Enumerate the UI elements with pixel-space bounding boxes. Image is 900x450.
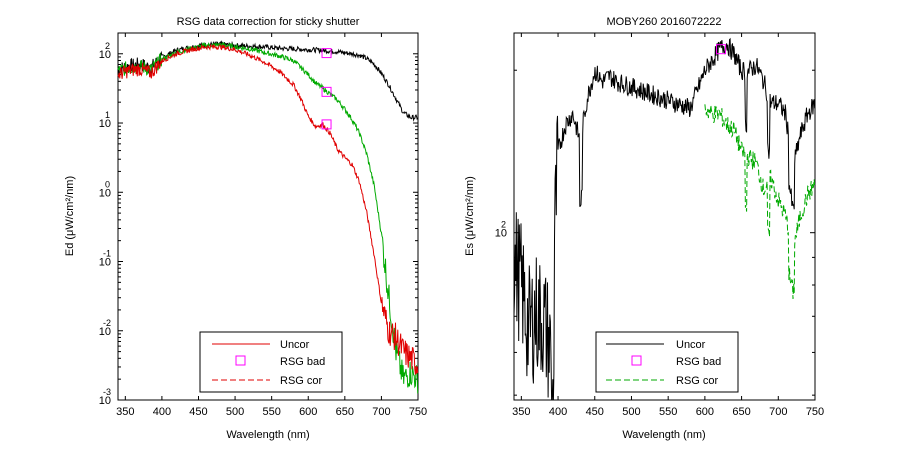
y-tick-label-exp: 1 bbox=[105, 110, 110, 120]
x-tick-label: 400 bbox=[549, 406, 567, 418]
x-tick-label: 650 bbox=[336, 406, 354, 418]
rsg-bad-marker bbox=[321, 48, 332, 59]
series-line-uncor bbox=[513, 37, 816, 401]
x-tick-label: 650 bbox=[732, 406, 750, 418]
y-tick-label-base: 10 bbox=[99, 187, 111, 199]
right-series bbox=[513, 37, 816, 401]
x-tick-label: 750 bbox=[806, 406, 824, 418]
y-tick-label-exp: -1 bbox=[103, 249, 111, 259]
left-y-axis-label: Ed (μW/cm²/nm) bbox=[64, 176, 76, 256]
left-legend-label-rsg-cor: RSG cor bbox=[280, 375, 323, 387]
y-tick-label-base: 10 bbox=[495, 228, 507, 240]
right-rsg-bad-markers bbox=[716, 44, 727, 55]
right-legend-swatch-rsg-bad bbox=[631, 355, 642, 366]
y-tick-label-exp: -3 bbox=[103, 387, 111, 397]
right-chart-title: MOBY260 2016072222 bbox=[607, 16, 722, 28]
series-line-uncor-green- bbox=[117, 41, 419, 394]
y-tick-label-exp: -2 bbox=[103, 318, 111, 328]
y-tick-label-exp: 2 bbox=[501, 220, 506, 230]
right-x-axis-label: Wavelength (nm) bbox=[622, 429, 705, 441]
left-legend-label-rsg-bad: RSG bad bbox=[280, 356, 325, 368]
right-chart: MOBY260 2016072222 350 400 450 500 550 600 650… bbox=[464, 16, 824, 441]
left-legend-box bbox=[199, 331, 343, 393]
right-legend-box bbox=[595, 331, 739, 393]
y-tick-label-base: 10 bbox=[99, 118, 111, 130]
left-legend: Uncor RSG bad RSG cor bbox=[199, 331, 343, 393]
rsg-bad-marker bbox=[321, 119, 332, 130]
rsg-bad-marker bbox=[321, 86, 332, 97]
left-chart: RSG data correction for sticky shutter 3… bbox=[64, 16, 427, 441]
right-x-ticks: 350 400 450 500 550 600 650 700 750 bbox=[512, 33, 824, 418]
left-legend-swatch-rsg-bad bbox=[235, 355, 246, 366]
left-rsg-bad-markers bbox=[321, 48, 332, 130]
x-tick-label: 450 bbox=[586, 406, 604, 418]
series-line-rsg-cor bbox=[704, 104, 816, 300]
x-tick-label: 350 bbox=[512, 406, 530, 418]
right-legend-label-rsg-bad: RSG bad bbox=[676, 356, 721, 368]
y-tick-label-base: 10 bbox=[99, 49, 111, 61]
left-chart-title: RSG data correction for sticky shutter bbox=[177, 16, 360, 28]
right-legend: Uncor RSG bad RSG cor bbox=[595, 331, 739, 393]
right-legend-label-uncor: Uncor bbox=[676, 339, 706, 351]
x-tick-label: 450 bbox=[189, 406, 207, 418]
x-tick-label: 500 bbox=[622, 406, 640, 418]
x-tick-label: 600 bbox=[696, 406, 714, 418]
y-tick-label-exp: 2 bbox=[105, 41, 110, 51]
x-tick-label: 400 bbox=[153, 406, 171, 418]
right-y-axis-label: Es (μW/cm²/nm) bbox=[464, 176, 476, 256]
x-tick-label: 600 bbox=[299, 406, 317, 418]
right-legend-label-rsg-cor: RSG cor bbox=[676, 375, 719, 387]
y-tick-label-base: 10 bbox=[99, 326, 111, 338]
x-tick-label: 700 bbox=[769, 406, 787, 418]
x-tick-label: 550 bbox=[262, 406, 280, 418]
x-tick-label: 700 bbox=[372, 406, 390, 418]
x-tick-label: 550 bbox=[659, 406, 677, 418]
rsg-bad-marker bbox=[716, 44, 727, 55]
y-tick-label-base: 10 bbox=[99, 257, 111, 269]
y-tick-label-exp: 0 bbox=[105, 179, 110, 189]
x-tick-label: 350 bbox=[116, 406, 134, 418]
series-line-uncor-red- bbox=[117, 44, 419, 375]
y-tick-label-base: 10 bbox=[99, 395, 111, 407]
left-series bbox=[117, 40, 419, 394]
x-tick-label: 750 bbox=[409, 406, 427, 418]
left-legend-label-uncor: Uncor bbox=[280, 339, 310, 351]
x-tick-label: 500 bbox=[226, 406, 244, 418]
left-x-axis-label: Wavelength (nm) bbox=[226, 429, 309, 441]
left-x-ticks: 350 400 450 500 550 600 650 700 750 bbox=[116, 33, 427, 418]
